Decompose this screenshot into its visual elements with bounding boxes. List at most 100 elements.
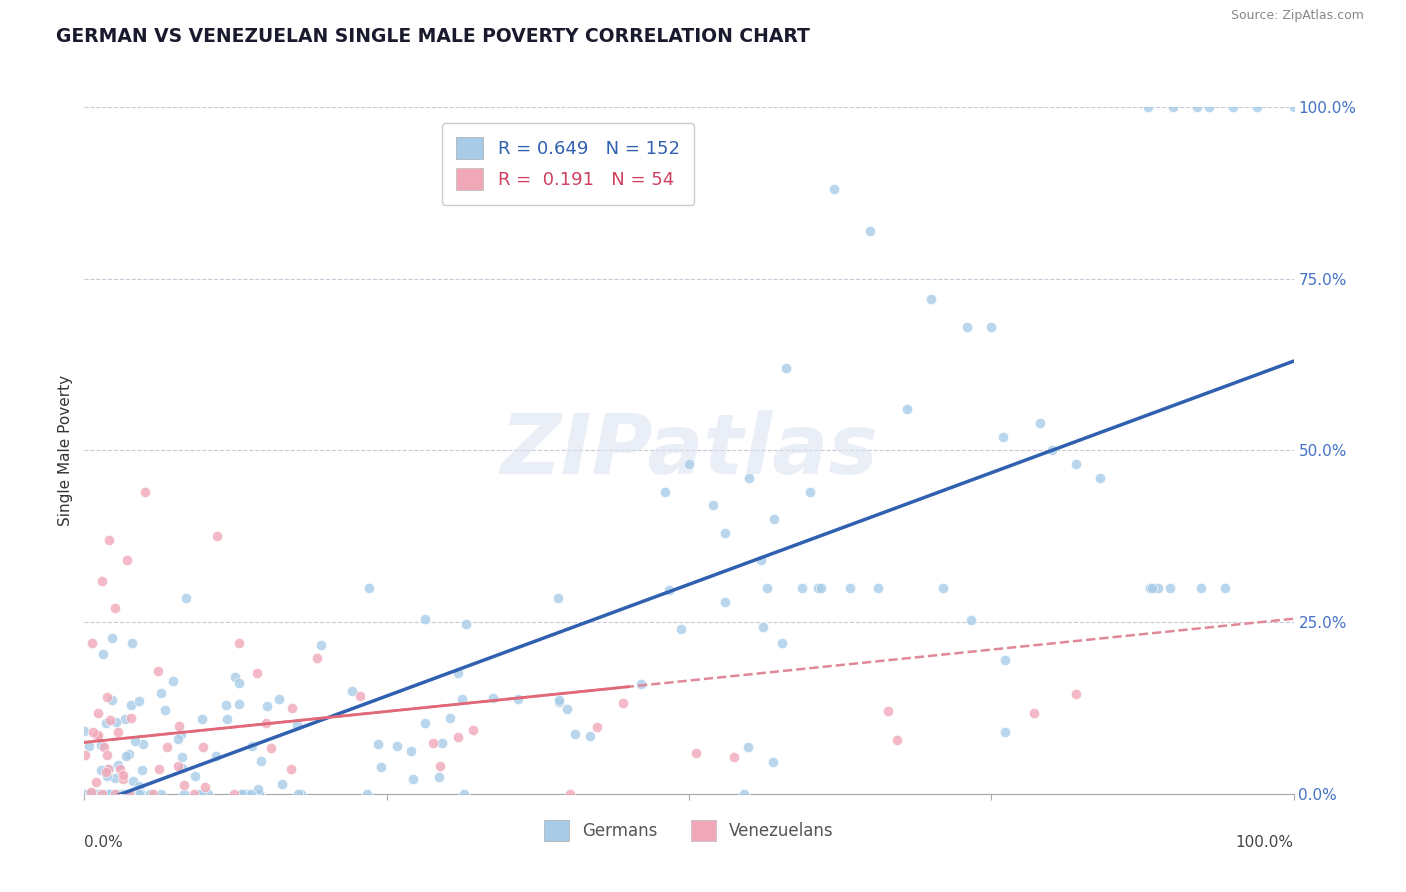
- Point: [612, 696, 634, 710]
- Point: [269, 692, 291, 706]
- Point: [191, 713, 214, 727]
- Point: [108, 787, 131, 801]
- Point: [101, 787, 124, 801]
- Legend: Germans, Venezuelans: Germans, Venezuelans: [537, 814, 841, 847]
- Point: [430, 736, 453, 750]
- Point: [94, 765, 117, 780]
- Point: [658, 582, 681, 597]
- Point: [349, 689, 371, 703]
- Point: [103, 772, 125, 786]
- Point: [128, 694, 150, 708]
- Point: [96, 769, 118, 783]
- Point: [112, 768, 135, 782]
- Point: [93, 739, 115, 754]
- Point: [82, 725, 104, 739]
- Point: [876, 704, 898, 718]
- Point: [1022, 706, 1045, 720]
- Point: [98, 787, 121, 801]
- Point: [118, 787, 141, 801]
- Point: [73, 747, 96, 762]
- Point: [118, 787, 141, 801]
- Point: [482, 691, 505, 706]
- Point: [994, 653, 1017, 667]
- Point: [799, 484, 821, 499]
- Point: [866, 581, 889, 595]
- Point: [359, 581, 381, 595]
- Point: [120, 698, 142, 713]
- Point: [111, 787, 134, 801]
- Point: [105, 787, 128, 801]
- Point: [90, 787, 112, 801]
- Point: [413, 612, 436, 626]
- Point: [1198, 100, 1220, 114]
- Point: [207, 529, 229, 543]
- Point: [247, 781, 270, 796]
- Point: [117, 787, 139, 801]
- Point: [340, 684, 363, 698]
- Point: [96, 787, 118, 801]
- Point: [77, 739, 100, 753]
- Point: [183, 787, 205, 801]
- Point: [245, 665, 267, 680]
- Point: [104, 787, 127, 801]
- Point: [714, 525, 737, 540]
- Point: [101, 631, 124, 645]
- Point: [172, 761, 194, 775]
- Point: [193, 787, 215, 801]
- Point: [98, 762, 121, 776]
- Point: [439, 710, 461, 724]
- Point: [91, 574, 114, 588]
- Point: [150, 787, 173, 801]
- Point: [82, 787, 104, 801]
- Point: [122, 773, 145, 788]
- Point: [1161, 100, 1184, 114]
- Text: GERMAN VS VENEZUELAN SINGLE MALE POVERTY CORRELATION CHART: GERMAN VS VENEZUELAN SINGLE MALE POVERTY…: [56, 27, 810, 45]
- Point: [247, 787, 270, 801]
- Point: [402, 772, 425, 786]
- Text: 0.0%: 0.0%: [84, 835, 124, 850]
- Point: [104, 787, 127, 801]
- Point: [169, 719, 191, 733]
- Point: [94, 715, 117, 730]
- Point: [105, 714, 128, 729]
- Point: [1137, 100, 1160, 114]
- Point: [454, 616, 477, 631]
- Point: [385, 739, 408, 754]
- Point: [170, 727, 193, 741]
- Point: [755, 581, 778, 595]
- Point: [547, 591, 569, 605]
- Point: [762, 512, 785, 526]
- Point: [1185, 100, 1208, 114]
- Point: [205, 748, 228, 763]
- Point: [761, 756, 783, 770]
- Point: [215, 698, 238, 713]
- Point: [752, 620, 775, 634]
- Point: [236, 787, 259, 801]
- Point: [1146, 581, 1168, 595]
- Point: [367, 737, 389, 751]
- Point: [311, 638, 333, 652]
- Point: [156, 739, 179, 754]
- Point: [224, 787, 246, 801]
- Point: [959, 613, 981, 627]
- Point: [121, 636, 143, 650]
- Point: [920, 293, 942, 307]
- Point: [506, 692, 529, 706]
- Point: [105, 787, 128, 801]
- Point: [231, 787, 253, 801]
- Point: [260, 740, 283, 755]
- Point: [80, 785, 103, 799]
- Point: [235, 787, 257, 801]
- Point: [547, 692, 569, 706]
- Point: [172, 750, 194, 764]
- Point: [678, 457, 700, 471]
- Point: [100, 714, 122, 728]
- Point: [90, 738, 112, 752]
- Point: [84, 787, 107, 801]
- Point: [254, 715, 277, 730]
- Point: [733, 787, 755, 801]
- Point: [118, 747, 141, 761]
- Point: [447, 730, 470, 744]
- Point: [585, 719, 607, 733]
- Point: [82, 636, 104, 650]
